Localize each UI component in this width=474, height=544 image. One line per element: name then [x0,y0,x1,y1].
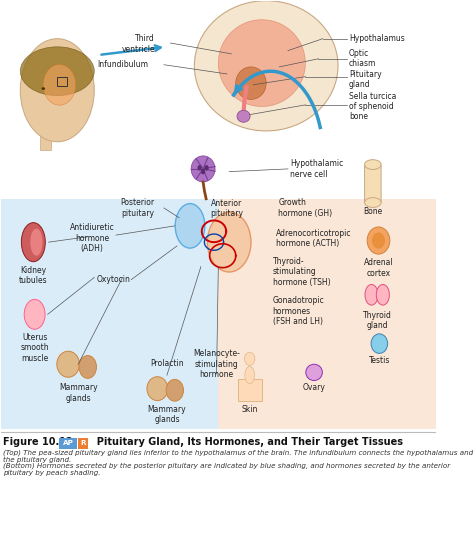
Text: (Top) The pea-sized pituitary gland lies inferior to the hypothalamus of the bra: (Top) The pea-sized pituitary gland lies… [3,449,473,463]
Text: Adrenal
cortex: Adrenal cortex [364,258,393,278]
Text: Mammary
glands: Mammary glands [147,405,186,424]
Text: Gonadotropic
hormones
(FSH and LH): Gonadotropic hormones (FSH and LH) [273,296,325,326]
Text: Posterior
pituitary: Posterior pituitary [121,198,155,218]
Text: Optic
chiasm: Optic chiasm [349,49,376,69]
Text: Antidiuretic
hormone
(ADH): Antidiuretic hormone (ADH) [70,224,115,254]
Polygon shape [40,134,51,150]
Ellipse shape [57,351,80,378]
Text: R: R [80,441,86,447]
Text: Thyroid
gland: Thyroid gland [363,311,392,330]
FancyBboxPatch shape [0,1,436,199]
Ellipse shape [20,39,94,142]
Ellipse shape [236,67,266,100]
Text: Oxytocin: Oxytocin [97,275,131,284]
Ellipse shape [166,379,183,401]
Polygon shape [0,199,219,429]
FancyBboxPatch shape [365,164,381,203]
Text: Pituitary Gland, Its Hormones, and Their Target Tissues: Pituitary Gland, Its Hormones, and Their… [91,437,403,448]
Ellipse shape [42,87,45,90]
Ellipse shape [194,1,338,131]
Text: Hypothalamic
nerve cell: Hypothalamic nerve cell [290,159,343,178]
Circle shape [201,169,205,174]
Text: Mammary
glands: Mammary glands [59,383,98,403]
Ellipse shape [43,64,76,105]
FancyBboxPatch shape [78,438,88,449]
Text: Kidney
tubules: Kidney tubules [19,266,48,286]
Ellipse shape [365,160,381,169]
Polygon shape [219,199,436,429]
Ellipse shape [79,356,96,378]
Ellipse shape [20,47,94,96]
Ellipse shape [306,364,322,380]
Ellipse shape [371,334,388,354]
Ellipse shape [208,212,251,272]
Text: Sella turcica
of sphenoid
bone: Sella turcica of sphenoid bone [349,91,396,121]
Text: AP: AP [63,441,73,447]
Ellipse shape [376,285,389,305]
Text: Hypothalamus: Hypothalamus [349,34,405,43]
Circle shape [198,165,202,170]
Ellipse shape [21,222,46,262]
Ellipse shape [191,156,215,182]
FancyBboxPatch shape [238,379,262,400]
Ellipse shape [367,227,390,254]
Circle shape [245,353,255,366]
Text: Prolactin: Prolactin [150,358,184,368]
Text: Adrenocorticotropic
hormone (ACTH): Adrenocorticotropic hormone (ACTH) [276,228,351,248]
Text: Anterior
pituitary: Anterior pituitary [210,199,244,218]
Ellipse shape [237,110,250,122]
Ellipse shape [245,367,255,384]
Ellipse shape [24,299,45,329]
Text: Bone: Bone [363,207,383,216]
Text: Uterus
smooth
muscle: Uterus smooth muscle [20,333,49,362]
Text: Infundibulum: Infundibulum [98,60,149,69]
Text: Testis: Testis [369,356,390,365]
Ellipse shape [219,20,305,107]
Text: Skin: Skin [242,405,258,414]
FancyBboxPatch shape [59,438,77,449]
Text: Third
ventricle: Third ventricle [122,34,155,54]
Text: (Bottom) Hormones secreted by the posterior pituitary are indicated by blue shad: (Bottom) Hormones secreted by the poster… [3,462,450,475]
Ellipse shape [372,232,385,249]
Text: Pituitary
gland: Pituitary gland [349,70,382,89]
Ellipse shape [365,197,381,207]
Ellipse shape [365,285,378,305]
Text: Melanocyte-
stimulating
hormone: Melanocyte- stimulating hormone [193,349,240,379]
Circle shape [204,165,209,170]
Text: Ovary: Ovary [302,383,326,392]
Text: Figure 10.12: Figure 10.12 [3,437,73,448]
Ellipse shape [175,203,205,248]
Ellipse shape [147,377,168,400]
Text: Growth
hormone (GH): Growth hormone (GH) [278,198,332,218]
Text: Thyroid-
stimulating
hormone (TSH): Thyroid- stimulating hormone (TSH) [273,257,330,287]
Ellipse shape [30,228,43,256]
